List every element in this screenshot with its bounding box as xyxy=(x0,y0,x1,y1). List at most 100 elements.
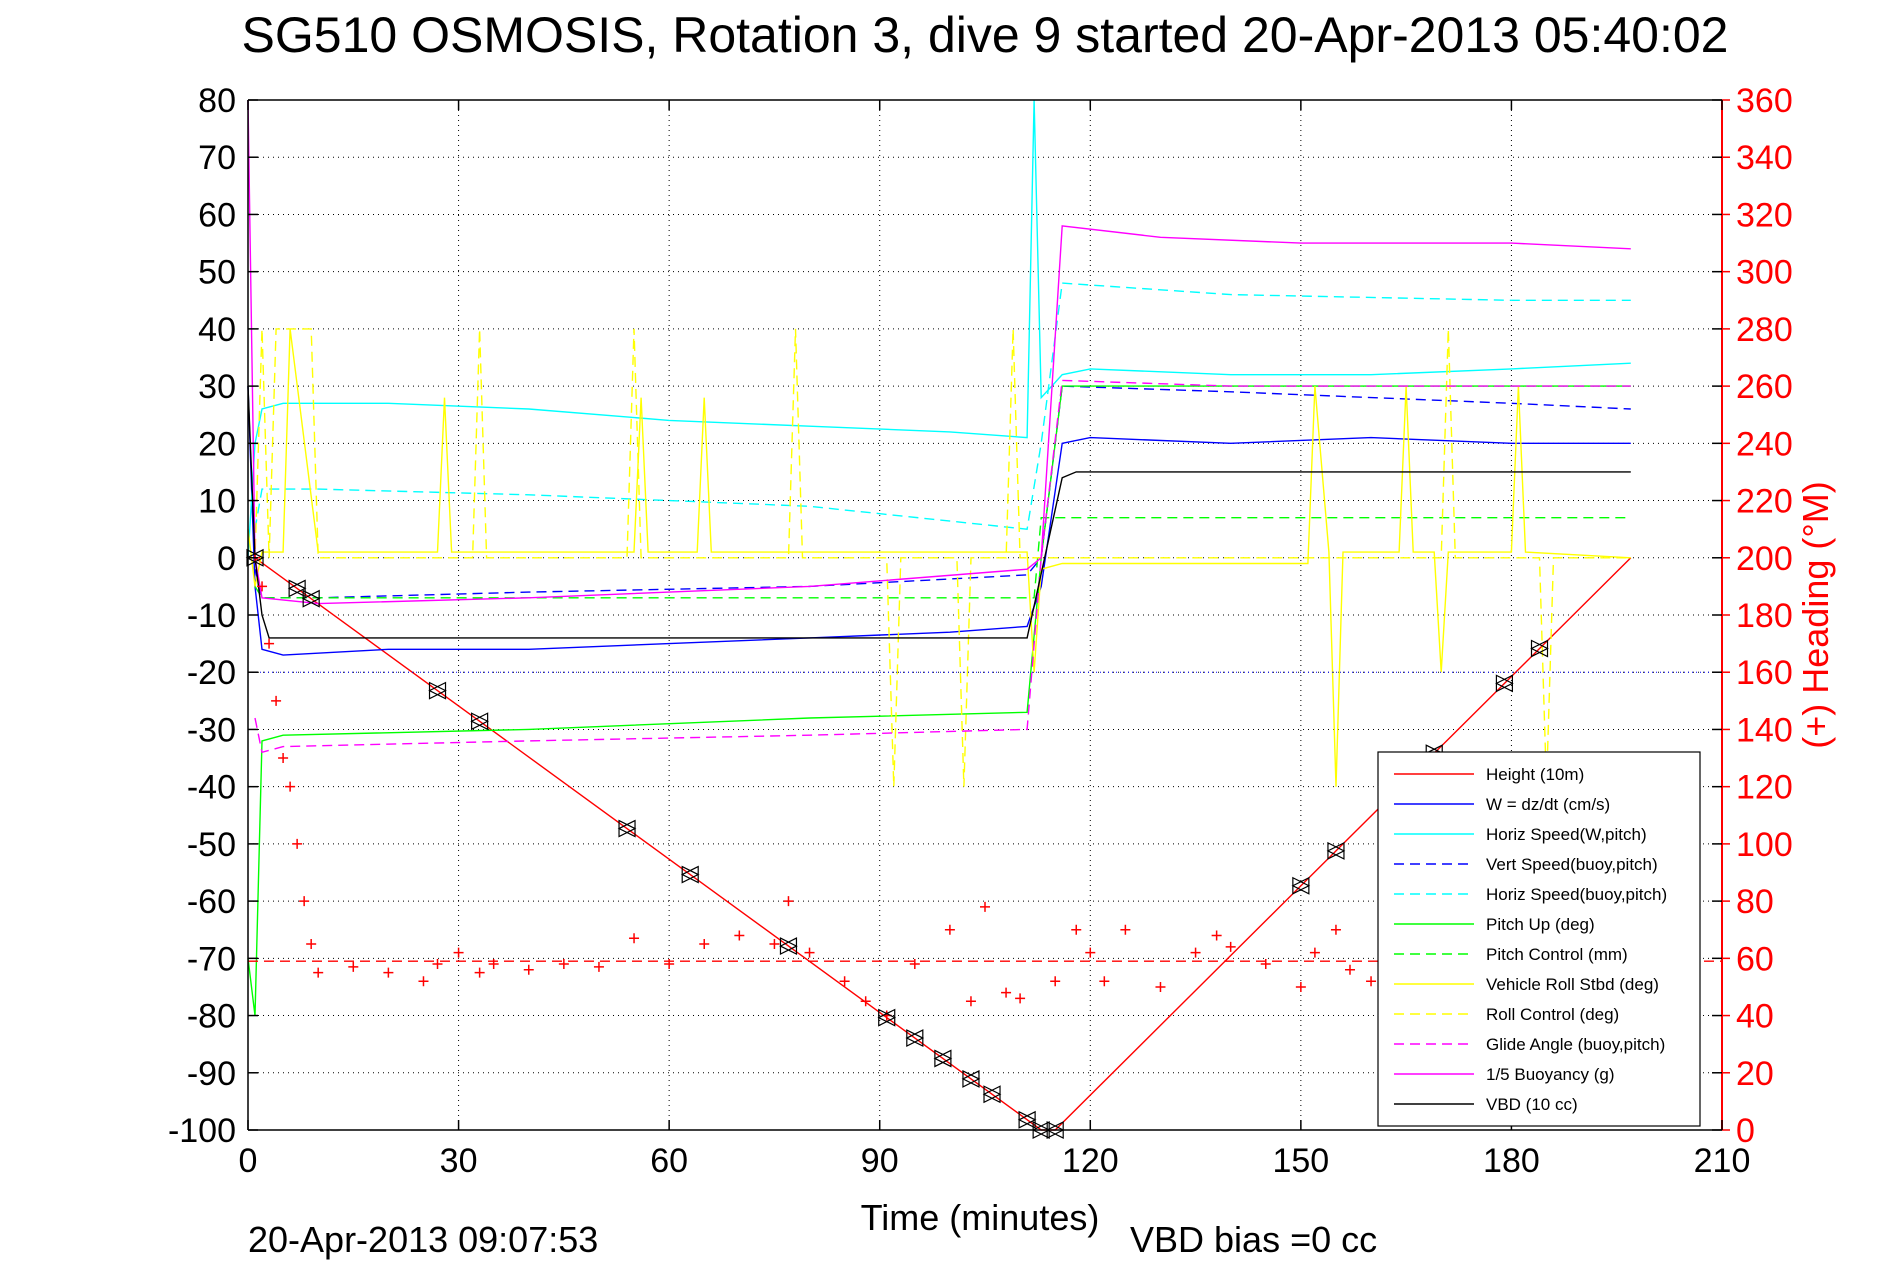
y-tick-label: -20 xyxy=(187,654,236,692)
height-marker xyxy=(1530,639,1549,658)
heading-point xyxy=(1050,976,1061,987)
heading-point xyxy=(965,996,976,1007)
heading-point xyxy=(839,976,850,987)
x-tick-label: 90 xyxy=(861,1142,899,1180)
height-marker xyxy=(1326,841,1346,860)
series-line-10 xyxy=(247,99,1631,605)
height-marker xyxy=(301,589,321,608)
y-tick-label: -90 xyxy=(187,1055,236,1093)
y-tick-label-right: 140 xyxy=(1736,711,1793,749)
legend-label: Roll Control (deg) xyxy=(1486,1005,1619,1024)
legend-label: Glide Angle (buoy,pitch) xyxy=(1486,1035,1665,1054)
y-tick-label: 70 xyxy=(198,139,236,177)
heading-point xyxy=(1309,947,1320,958)
height-markers xyxy=(245,548,1549,1139)
y-tick-label: 40 xyxy=(198,311,236,349)
y-tick-label: -10 xyxy=(187,597,236,635)
legend-label: Vehicle Roll Stbd (deg) xyxy=(1486,975,1659,994)
y-tick-label-right: 300 xyxy=(1736,254,1793,292)
heading-point xyxy=(523,964,534,975)
heading-point xyxy=(558,959,569,970)
x-tick-label: 0 xyxy=(239,1142,258,1180)
heading-point xyxy=(383,967,394,978)
y-tick-label: 50 xyxy=(198,254,236,292)
heading-point xyxy=(474,967,485,978)
legend-label: VBD (10 cc) xyxy=(1486,1095,1578,1114)
y-tick-label-right: 80 xyxy=(1736,883,1774,921)
heading-point xyxy=(1330,924,1341,935)
y-tick-label-right: 280 xyxy=(1736,311,1793,349)
heading-point xyxy=(804,947,815,958)
heading-point xyxy=(1085,947,1096,958)
height-marker xyxy=(470,712,489,731)
heading-point xyxy=(1001,987,1012,998)
heading-point xyxy=(1211,930,1222,941)
y-tick-label: 60 xyxy=(198,196,236,234)
y-tick-label: 30 xyxy=(198,368,236,406)
y-tick-label-right: 100 xyxy=(1736,826,1793,864)
y-tick-label-right: 240 xyxy=(1736,425,1793,463)
heading-point xyxy=(629,933,640,944)
series-line-9 xyxy=(254,379,1631,754)
y-tick-label-right: 60 xyxy=(1736,940,1774,978)
legend-label: Horiz Speed(W,pitch) xyxy=(1486,825,1647,844)
y-ticks-right: 3603403203002802602402202001801601401201… xyxy=(1722,82,1793,1150)
grid xyxy=(248,100,1722,1130)
heading-point xyxy=(1366,976,1377,987)
legend-box xyxy=(1377,751,1701,1127)
x-tick-label: 150 xyxy=(1272,1142,1329,1180)
legend-label: W = dz/dt (cm/s) xyxy=(1486,795,1610,814)
heading-point xyxy=(699,939,710,950)
height-marker xyxy=(982,1085,1002,1104)
series-line-11 xyxy=(247,386,1631,639)
heading-point xyxy=(1120,924,1131,935)
heading-point xyxy=(348,961,359,972)
series-line-4 xyxy=(254,282,1631,530)
height-marker xyxy=(428,681,447,700)
heading-point xyxy=(783,896,794,907)
x-tick-label: 210 xyxy=(1694,1142,1751,1180)
heading-point xyxy=(271,695,282,706)
height-marker xyxy=(1017,1110,1037,1129)
height-marker xyxy=(779,937,798,956)
heading-point xyxy=(909,959,920,970)
heading-point xyxy=(1295,981,1306,992)
height-marker xyxy=(1291,876,1311,895)
heading-point xyxy=(432,959,443,970)
heading-point xyxy=(980,901,990,912)
heading-point xyxy=(1155,981,1166,992)
heading-point xyxy=(306,939,317,950)
y-tick-label: 10 xyxy=(198,483,236,521)
heading-point xyxy=(944,924,955,935)
heading-point xyxy=(1099,976,1110,987)
x-tick-label: 60 xyxy=(650,1142,688,1180)
y-tick-label-right: 340 xyxy=(1736,139,1793,177)
heading-point xyxy=(769,939,780,950)
y-tick-label: -80 xyxy=(187,998,236,1036)
legend-label: Horiz Speed(buoy,pitch) xyxy=(1486,885,1667,904)
y-tick-label: -30 xyxy=(187,711,236,749)
y-tick-label-right: 0 xyxy=(1736,1112,1755,1150)
heading-point xyxy=(299,896,310,907)
heading-point xyxy=(292,838,303,849)
height-marker xyxy=(877,1008,897,1027)
height-marker xyxy=(617,819,637,838)
y-tick-label: 80 xyxy=(198,82,236,120)
y-axis-label-right: (+) Heading (°M) xyxy=(1795,481,1836,748)
x-tick-label: 120 xyxy=(1062,1142,1119,1180)
heading-point xyxy=(278,753,289,764)
chart-title: SG510 OSMOSIS, Rotation 3, dive 9 starte… xyxy=(242,7,1729,63)
series-line-6 xyxy=(254,517,1631,599)
legend-label: Pitch Control (mm) xyxy=(1486,945,1628,964)
y-tick-label: -70 xyxy=(187,940,236,978)
legend-label: 1/5 Buoyancy (g) xyxy=(1486,1065,1615,1084)
y-tick-label-right: 220 xyxy=(1736,483,1793,521)
y-tick-label: -100 xyxy=(168,1112,236,1150)
height-marker xyxy=(961,1069,981,1088)
x-tick-label: 180 xyxy=(1483,1142,1540,1180)
height-marker xyxy=(1495,674,1514,693)
y-tick-label-right: 320 xyxy=(1736,196,1793,234)
y-tick-label-right: 20 xyxy=(1736,1055,1774,1093)
legend-label: Height (10m) xyxy=(1486,765,1584,784)
